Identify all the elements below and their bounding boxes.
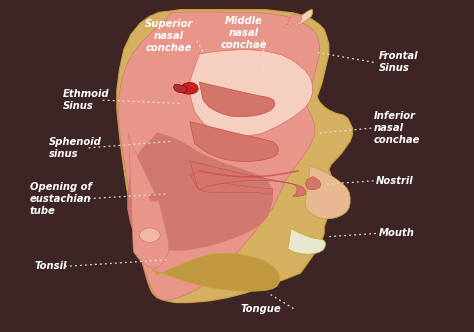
Text: Frontal
Sinus: Frontal Sinus [378, 51, 418, 73]
Text: Middle
nasal
conchae: Middle nasal conchae [221, 16, 267, 50]
Text: Superior
nasal
conchae: Superior nasal conchae [145, 19, 193, 53]
Text: Tonsil: Tonsil [35, 261, 67, 272]
Text: Nostril: Nostril [376, 176, 414, 186]
Polygon shape [128, 133, 273, 250]
Polygon shape [117, 10, 353, 303]
Polygon shape [199, 82, 275, 117]
Polygon shape [284, 10, 312, 28]
Text: Ethmoid
Sinus: Ethmoid Sinus [63, 89, 109, 111]
Text: Sphenoid
sinus: Sphenoid sinus [48, 137, 101, 159]
Text: Tongue: Tongue [240, 304, 281, 314]
Text: Mouth: Mouth [378, 228, 414, 238]
Polygon shape [190, 122, 278, 161]
Polygon shape [190, 50, 312, 136]
Polygon shape [128, 133, 169, 268]
Polygon shape [305, 166, 350, 219]
Polygon shape [173, 84, 188, 93]
Polygon shape [288, 228, 326, 254]
Polygon shape [190, 174, 273, 194]
Text: Inferior
nasal
conchae: Inferior nasal conchae [374, 111, 420, 145]
Circle shape [149, 193, 160, 201]
Polygon shape [286, 14, 302, 26]
Circle shape [139, 228, 160, 242]
Polygon shape [118, 12, 319, 300]
Polygon shape [152, 253, 279, 291]
Polygon shape [190, 161, 305, 196]
Polygon shape [305, 177, 321, 190]
Text: Opening of
eustachian
tube: Opening of eustachian tube [30, 182, 91, 216]
Polygon shape [181, 82, 198, 94]
